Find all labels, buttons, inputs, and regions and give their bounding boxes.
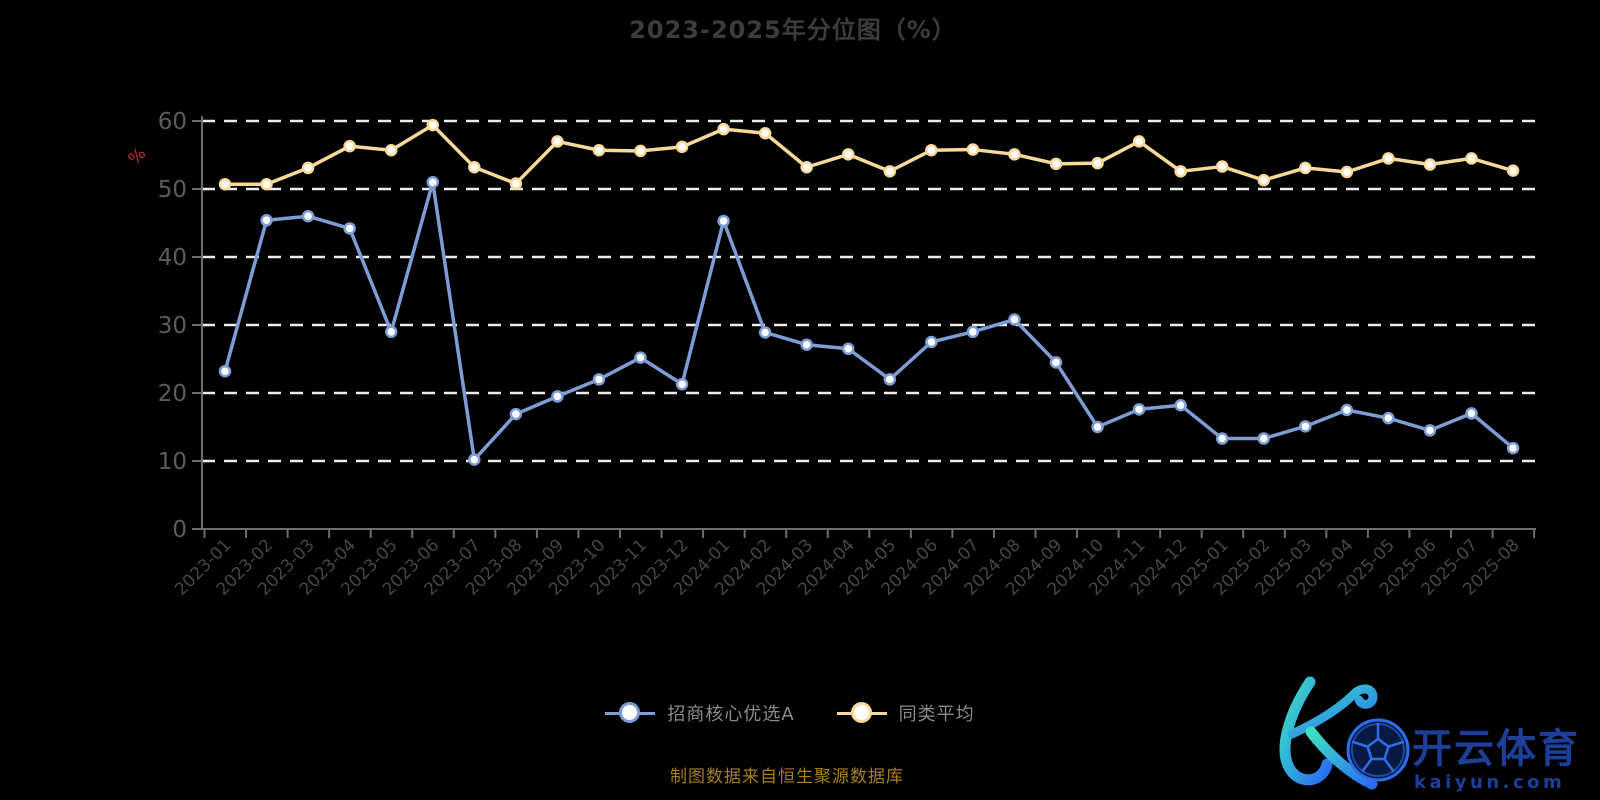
data-point-peer-average[interactable] bbox=[1215, 160, 1229, 173]
data-point-fund[interactable] bbox=[551, 390, 564, 403]
y-tick-label: 0 bbox=[172, 517, 187, 543]
data-point-fund[interactable] bbox=[800, 338, 813, 351]
logo-domain-text: kaiyun.com bbox=[1414, 772, 1565, 793]
data-point-fund[interactable] bbox=[842, 342, 855, 356]
data-point-peer-average[interactable] bbox=[675, 140, 689, 154]
series-line-peer-average bbox=[223, 123, 1515, 186]
data-point-peer-average[interactable] bbox=[1257, 173, 1270, 187]
data-point-fund[interactable] bbox=[1299, 420, 1312, 433]
data-point-peer-average[interactable] bbox=[1506, 164, 1520, 177]
data-point-fund[interactable] bbox=[260, 214, 273, 227]
data-point-peer-average[interactable] bbox=[1299, 161, 1312, 175]
y-axis-unit-label: % bbox=[125, 144, 151, 170]
data-point-peer-average[interactable] bbox=[1382, 152, 1395, 165]
legend-marker-fund bbox=[605, 701, 656, 725]
data-point-fund[interactable] bbox=[1382, 411, 1395, 425]
data-point-peer-average[interactable] bbox=[1091, 156, 1104, 170]
y-tick-label: 10 bbox=[158, 449, 187, 475]
data-point-peer-average[interactable] bbox=[509, 177, 523, 190]
y-tick-label: 20 bbox=[158, 381, 187, 407]
data-point-fund[interactable] bbox=[634, 351, 647, 364]
data-point-fund[interactable] bbox=[384, 325, 398, 339]
data-point-peer-average[interactable] bbox=[260, 177, 273, 191]
data-point-fund[interactable] bbox=[675, 377, 689, 391]
data-point-fund[interactable] bbox=[1423, 424, 1437, 437]
series-line-fund bbox=[223, 180, 1515, 462]
data-point-peer-average[interactable] bbox=[1340, 165, 1354, 179]
y-tick-label: 60 bbox=[158, 109, 187, 135]
legend-item-fund[interactable]: 招商核心优选A bbox=[605, 700, 794, 726]
data-point-peer-average[interactable] bbox=[218, 177, 232, 191]
logo-k-icon bbox=[1279, 676, 1378, 790]
data-point-peer-average[interactable] bbox=[966, 143, 980, 156]
soccer-ball-icon bbox=[1346, 718, 1410, 782]
legend: 招商核心优选A 同类平均 bbox=[0, 700, 1580, 726]
data-point-fund[interactable] bbox=[1465, 407, 1478, 420]
data-point-fund[interactable] bbox=[592, 373, 606, 386]
data-point-fund[interactable] bbox=[426, 175, 439, 189]
data-point-fund[interactable] bbox=[925, 335, 938, 349]
data-point-peer-average[interactable] bbox=[842, 148, 855, 161]
legend-dot-icon bbox=[850, 702, 872, 723]
y-tick-label: 40 bbox=[158, 245, 187, 271]
data-point-fund[interactable] bbox=[1174, 398, 1187, 412]
data-point-peer-average[interactable] bbox=[1465, 152, 1478, 165]
data-point-peer-average[interactable] bbox=[883, 165, 897, 178]
data-point-peer-average[interactable] bbox=[1008, 148, 1021, 161]
data-point-peer-average[interactable] bbox=[384, 143, 398, 157]
line-chart-plot-area[interactable]: 0102030405060%2023-012023-022023-032023-… bbox=[0, 90, 1600, 665]
data-point-peer-average[interactable] bbox=[1423, 158, 1437, 171]
data-point-peer-average[interactable] bbox=[551, 135, 564, 148]
data-point-peer-average[interactable] bbox=[717, 122, 730, 136]
data-point-peer-average[interactable] bbox=[1049, 157, 1063, 171]
data-point-peer-average[interactable] bbox=[1132, 135, 1146, 148]
logo-brand-text: 开云体育 bbox=[1412, 726, 1580, 772]
legend-item-peer-average[interactable]: 同类平均 bbox=[836, 700, 975, 726]
data-source-note: 制图数据来自恒生聚源数据库 bbox=[670, 767, 904, 787]
legend-label-fund: 招商核心优选A bbox=[667, 704, 795, 725]
data-point-peer-average[interactable] bbox=[925, 143, 938, 157]
data-point-fund[interactable] bbox=[883, 373, 897, 386]
data-point-fund[interactable] bbox=[717, 214, 730, 228]
y-tick-label: 50 bbox=[158, 177, 187, 203]
data-point-fund[interactable] bbox=[343, 222, 356, 235]
data-point-fund[interactable] bbox=[758, 326, 772, 339]
data-point-peer-average[interactable] bbox=[634, 144, 647, 158]
legend-marker-peer bbox=[836, 701, 887, 725]
data-point-peer-average[interactable] bbox=[468, 160, 481, 174]
data-point-peer-average[interactable] bbox=[301, 161, 315, 175]
data-point-peer-average[interactable] bbox=[758, 126, 772, 140]
data-point-fund[interactable] bbox=[966, 325, 980, 339]
data-point-peer-average[interactable] bbox=[343, 139, 356, 153]
data-point-fund[interactable] bbox=[509, 407, 523, 421]
data-point-peer-average[interactable] bbox=[592, 143, 606, 157]
data-point-fund[interactable] bbox=[1215, 432, 1229, 445]
data-point-fund[interactable] bbox=[301, 209, 315, 223]
y-tick-label: 30 bbox=[158, 313, 187, 339]
data-point-peer-average[interactable] bbox=[1174, 165, 1187, 178]
legend-dot-icon bbox=[619, 702, 641, 723]
data-point-fund[interactable] bbox=[1049, 356, 1063, 369]
data-point-peer-average[interactable] bbox=[426, 118, 439, 132]
chart-title: 2023-2025年分位图（%） bbox=[629, 16, 957, 44]
legend-label-peer-average: 同类平均 bbox=[898, 704, 975, 725]
data-point-fund[interactable] bbox=[1008, 313, 1021, 326]
kaiyun-logo[interactable]: 开云体育 kaiyun.com bbox=[1266, 672, 1586, 794]
data-point-fund[interactable] bbox=[1132, 403, 1146, 416]
data-point-fund[interactable] bbox=[218, 364, 232, 378]
data-point-peer-average[interactable] bbox=[800, 160, 813, 174]
data-point-fund[interactable] bbox=[1340, 403, 1354, 417]
data-point-fund[interactable] bbox=[1257, 432, 1270, 445]
data-point-fund[interactable] bbox=[468, 453, 481, 466]
data-point-fund[interactable] bbox=[1091, 420, 1104, 434]
data-point-fund[interactable] bbox=[1506, 441, 1520, 455]
